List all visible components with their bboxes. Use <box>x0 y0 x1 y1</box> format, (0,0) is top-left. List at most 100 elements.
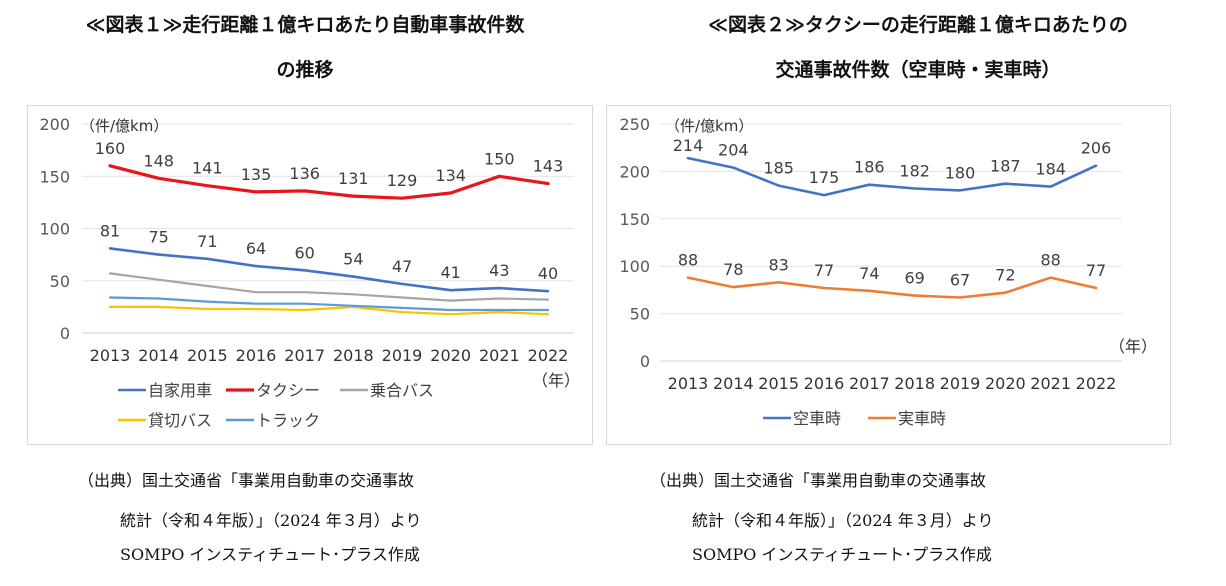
data-label: 67 <box>950 270 970 289</box>
data-label: 75 <box>148 228 168 247</box>
chart-1-source-line-1: （出典）国土交通省「事業用自動車の交通事故 <box>78 471 415 490</box>
x-tick-label: 2020 <box>985 374 1026 393</box>
data-label: 88 <box>1040 251 1060 270</box>
data-label: 60 <box>294 243 314 262</box>
y-tick-label: 50 <box>50 272 70 291</box>
series-1-line <box>686 276 1098 299</box>
x-tick-label: 2022 <box>528 346 569 365</box>
data-label: 184 <box>1035 160 1066 179</box>
x-tick-label: 2019 <box>940 374 981 393</box>
data-label: 129 <box>387 171 418 190</box>
x-tick-label: 2015 <box>187 346 228 365</box>
series-0-line <box>686 156 1098 197</box>
legend-label: 貸切バス <box>148 411 212 430</box>
data-label: 71 <box>197 232 217 251</box>
data-label: 83 <box>768 255 788 274</box>
x-tick-label: 2018 <box>894 374 935 393</box>
series-2-line <box>108 272 550 302</box>
x-tick-label: 2022 <box>1076 374 1117 393</box>
y-tick-label: 100 <box>619 257 650 276</box>
x-tick-label: 2018 <box>333 346 374 365</box>
data-label: 43 <box>489 261 509 280</box>
x-tick-label: 2017 <box>284 346 325 365</box>
data-label: 180 <box>945 163 976 182</box>
y-tick-label: 200 <box>619 162 650 181</box>
x-tick-label: 2013 <box>90 346 131 365</box>
data-label: 136 <box>289 164 320 183</box>
y-tick-label: 250 <box>619 115 650 134</box>
data-label: 141 <box>192 159 223 178</box>
y-tick-label: 150 <box>619 210 650 229</box>
x-tick-label: 2019 <box>382 346 423 365</box>
data-label: 72 <box>995 266 1015 285</box>
chart-2-source-line-1: （出典）国土交通省「事業用自動車の交通事故 <box>650 471 987 490</box>
series-0-line <box>108 247 550 293</box>
data-label: 150 <box>484 149 515 168</box>
data-label: 54 <box>343 250 363 269</box>
data-label: 78 <box>723 260 743 279</box>
x-tick-label: 2016 <box>804 374 845 393</box>
chart-2-title-line-1: ≪図表２≫タクシーの走行距離１億キロあたりの <box>708 14 1128 36</box>
data-label: 40 <box>538 264 558 283</box>
y-tick-label: 150 <box>39 167 70 186</box>
data-label: 160 <box>95 139 126 158</box>
data-label: 74 <box>859 264 879 283</box>
legend-label: 乗合バス <box>370 381 434 400</box>
chart-1-title-line-2: の推移 <box>276 59 334 81</box>
series-4-line <box>108 296 550 312</box>
figure-1: ≪図表１≫走行距離１億キロあたり自動車事故件数 の推移 0 50 100 150 200… <box>0 0 610 586</box>
legend-label: 実車時 <box>898 409 946 428</box>
data-label: 214 <box>673 136 704 155</box>
x-axis-unit-label: （年） <box>532 371 580 390</box>
data-label: 69 <box>904 269 924 288</box>
data-label: 204 <box>718 141 749 160</box>
y-axis-unit-label: （件/億km） <box>80 117 168 135</box>
data-label: 77 <box>1086 261 1106 280</box>
y-tick-label: 200 <box>39 115 70 134</box>
legend-label: タクシー <box>256 381 320 400</box>
data-label: 47 <box>392 257 412 276</box>
legend-label: トラック <box>256 411 320 430</box>
data-label: 182 <box>899 161 930 180</box>
x-tick-label: 2014 <box>138 346 179 365</box>
data-label: 186 <box>854 158 885 177</box>
data-label: 81 <box>100 221 120 240</box>
chart-1-plot: 0 50 100 150 200 （件/億km） 2013 2014 2015 2016 2017 2… <box>39 115 580 430</box>
data-label: 206 <box>1081 139 1112 158</box>
data-label: 135 <box>241 165 272 184</box>
y-tick-label: 50 <box>630 305 650 324</box>
data-label: 131 <box>338 169 369 188</box>
x-axis-unit-label: （年） <box>1109 337 1157 356</box>
y-tick-label: 0 <box>60 324 70 343</box>
y-tick-label: 100 <box>39 220 70 239</box>
data-label: 134 <box>435 166 466 185</box>
data-label: 41 <box>440 263 460 282</box>
data-label: 77 <box>814 261 834 280</box>
data-label: 175 <box>809 168 840 187</box>
data-label: 148 <box>143 151 174 170</box>
x-tick-label: 2014 <box>713 374 754 393</box>
series-3-line <box>108 305 550 316</box>
series-1-line <box>108 164 550 200</box>
data-label: 185 <box>763 159 794 178</box>
chart-1-title-line-1: ≪図表１≫走行距離１億キロあたり自動車事故件数 <box>85 14 525 36</box>
chart-1-source-line-3: SOMPO インスティチュート･プラス作成 <box>120 545 420 564</box>
data-label: 143 <box>533 157 564 176</box>
chart-2-title-line-2: 交通事故件数（空車時・実車時） <box>775 59 1061 81</box>
figure-2: ≪図表２≫タクシーの走行距離１億キロあたりの 交通事故件数（空車時・実車時） 0… <box>606 0 1226 586</box>
x-tick-label: 2020 <box>430 346 471 365</box>
y-tick-label: 0 <box>640 352 650 371</box>
x-tick-label: 2021 <box>1030 374 1071 393</box>
x-tick-label: 2013 <box>668 374 709 393</box>
chart-2-source-line-2: 統計（令和４年版）」（2024 年３月）より <box>692 511 994 530</box>
chart-1-source-line-2: 統計（令和４年版）」（2024 年３月）より <box>120 511 422 530</box>
legend-label: 自家用車 <box>148 381 212 400</box>
x-tick-label: 2021 <box>479 346 520 365</box>
data-label: 64 <box>246 239 266 258</box>
data-label: 88 <box>678 251 698 270</box>
legend-label: 空車時 <box>793 409 841 428</box>
x-tick-label: 2016 <box>236 346 277 365</box>
data-label: 187 <box>990 157 1021 176</box>
y-axis-unit-label: （件/億km） <box>665 117 753 135</box>
